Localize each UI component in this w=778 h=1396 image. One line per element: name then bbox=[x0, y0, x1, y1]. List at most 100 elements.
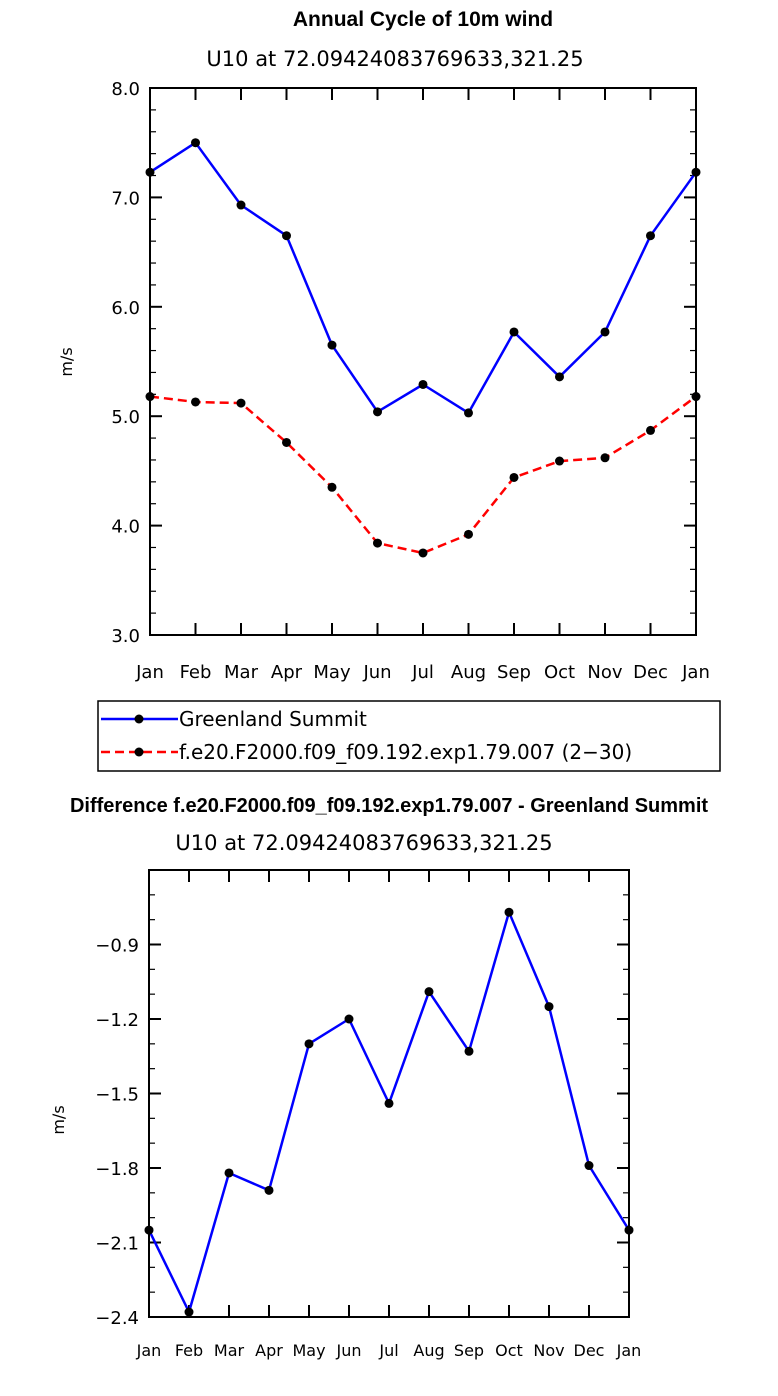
x-tick-label: Feb bbox=[180, 662, 212, 683]
data-point bbox=[264, 1185, 274, 1195]
data-point bbox=[373, 538, 382, 548]
y-axis-label: m/s bbox=[49, 1105, 68, 1134]
data-point bbox=[418, 548, 428, 558]
x-tick-label: Sep bbox=[454, 1341, 484, 1360]
series-line bbox=[149, 395, 697, 555]
y-tick-label: −2.1 bbox=[95, 1234, 139, 1255]
panel-annual-cycle: Annual Cycle of 10m wind U10 at 72.09424… bbox=[57, 8, 710, 683]
y-tick-label: 6.0 bbox=[111, 298, 140, 319]
data-point bbox=[191, 138, 200, 148]
data-point bbox=[184, 1307, 194, 1317]
x-tick-label: Nov bbox=[533, 1341, 564, 1360]
data-point bbox=[282, 437, 291, 447]
data-point bbox=[464, 529, 473, 539]
y-tick-labels: −2.4 −2.1 −1.8 −1.5 −1.2 −0.9 bbox=[95, 936, 139, 1330]
x-tick-label: Jul bbox=[411, 662, 434, 683]
x-tick-label: Mar bbox=[214, 1341, 245, 1360]
series-line bbox=[147, 910, 631, 1314]
x-tick-label: Aug bbox=[451, 662, 486, 683]
chart-subtitle: U10 at 72.09424083769633,321.25 bbox=[206, 47, 583, 71]
data-point bbox=[555, 456, 564, 466]
x-tick-label: Jun bbox=[336, 1341, 362, 1360]
plot-frame bbox=[149, 87, 697, 636]
data-point bbox=[384, 1098, 394, 1108]
x-tick-label: May bbox=[313, 662, 351, 683]
x-tick-label: Jun bbox=[362, 662, 391, 683]
data-point bbox=[224, 1168, 234, 1178]
data-series bbox=[145, 138, 701, 558]
data-point bbox=[327, 340, 337, 350]
x-tick-label: Jul bbox=[378, 1341, 398, 1360]
data-point bbox=[282, 231, 291, 241]
y-tick-label: −2.4 bbox=[95, 1308, 139, 1329]
plot-frame bbox=[148, 869, 630, 1318]
x-tick-label: Apr bbox=[271, 662, 303, 683]
data-series bbox=[144, 907, 634, 1317]
chart-subtitle: U10 at 72.09424083769633,321.25 bbox=[175, 831, 552, 855]
data-point bbox=[327, 482, 337, 492]
x-tick-label: Jan bbox=[681, 662, 710, 683]
data-point bbox=[509, 327, 519, 337]
x-tick-label: Sep bbox=[497, 662, 531, 683]
data-point bbox=[236, 200, 246, 210]
data-point bbox=[424, 987, 434, 997]
legend-label: Greenland Summit bbox=[179, 707, 367, 731]
data-point bbox=[373, 407, 382, 417]
x-tick-labels: Jan Feb Mar Apr May Jun Jul Aug Sep Oct Nov Dec Jan bbox=[136, 1341, 642, 1360]
data-point bbox=[544, 1002, 554, 1012]
data-point bbox=[344, 1014, 354, 1024]
x-tick-label: Jan bbox=[136, 1341, 162, 1360]
y-tick-label: −1.2 bbox=[95, 1010, 139, 1031]
legend-marker bbox=[134, 714, 144, 724]
y-tick-label: 8.0 bbox=[111, 79, 140, 100]
data-point bbox=[646, 231, 655, 241]
data-point bbox=[418, 379, 428, 389]
legend: Greenland Summit f.e20.F2000.f09_f09.192… bbox=[97, 700, 721, 772]
y-tick-label: 3.0 bbox=[111, 626, 140, 647]
y-tick-label: −0.9 bbox=[95, 936, 139, 957]
x-tick-label: Nov bbox=[587, 662, 622, 683]
x-tick-label: Oct bbox=[495, 1341, 523, 1360]
data-point bbox=[464, 408, 473, 418]
data-point bbox=[504, 907, 514, 917]
legend-item-model: f.e20.F2000.f09_f09.192.exp1.79.007 (2−3… bbox=[101, 740, 632, 764]
x-tick-label: May bbox=[292, 1341, 325, 1360]
y-tick-label: 7.0 bbox=[111, 188, 140, 209]
data-point bbox=[191, 397, 200, 407]
y-axis-label: m/s bbox=[57, 347, 76, 376]
legend-label: f.e20.F2000.f09_f09.192.exp1.79.007 (2−3… bbox=[179, 740, 632, 764]
axis-ticks bbox=[148, 869, 630, 1318]
legend-item-greenland-summit: Greenland Summit bbox=[101, 707, 367, 731]
x-tick-label: Feb bbox=[175, 1341, 203, 1360]
y-tick-labels: 3.0 4.0 5.0 6.0 7.0 8.0 bbox=[111, 79, 140, 647]
data-point bbox=[600, 453, 610, 463]
x-tick-label: Jan bbox=[135, 662, 164, 683]
chart-title: Annual Cycle of 10m wind bbox=[293, 8, 553, 31]
data-point bbox=[555, 372, 564, 382]
series-line bbox=[149, 141, 698, 415]
y-tick-label: 5.0 bbox=[111, 407, 140, 428]
x-tick-label: Dec bbox=[633, 662, 668, 683]
legend-marker bbox=[134, 747, 144, 757]
chart-title: Difference f.e20.F2000.f09_f09.192.exp1.… bbox=[70, 795, 708, 817]
data-point bbox=[600, 327, 610, 337]
data-point bbox=[236, 398, 246, 408]
data-point bbox=[646, 425, 655, 435]
x-tick-label: Oct bbox=[544, 662, 575, 683]
x-tick-label: Dec bbox=[574, 1341, 605, 1360]
data-point bbox=[584, 1161, 594, 1171]
x-tick-labels: Jan Feb Mar Apr May Jun Jul Aug Sep Oct Nov Dec Jan bbox=[135, 662, 710, 683]
x-tick-label: Mar bbox=[224, 662, 259, 683]
y-tick-label: 4.0 bbox=[111, 517, 140, 538]
legend-box bbox=[97, 700, 721, 772]
x-tick-label: Aug bbox=[413, 1341, 444, 1360]
data-point bbox=[304, 1039, 314, 1049]
data-point bbox=[509, 472, 519, 482]
panel-difference: Difference f.e20.F2000.f09_f09.192.exp1.… bbox=[49, 795, 708, 1360]
x-tick-label: Jan bbox=[616, 1341, 642, 1360]
x-tick-label: Apr bbox=[255, 1341, 283, 1360]
y-tick-label: −1.5 bbox=[95, 1085, 139, 1106]
data-point bbox=[464, 1046, 474, 1056]
y-tick-label: −1.8 bbox=[95, 1159, 139, 1180]
